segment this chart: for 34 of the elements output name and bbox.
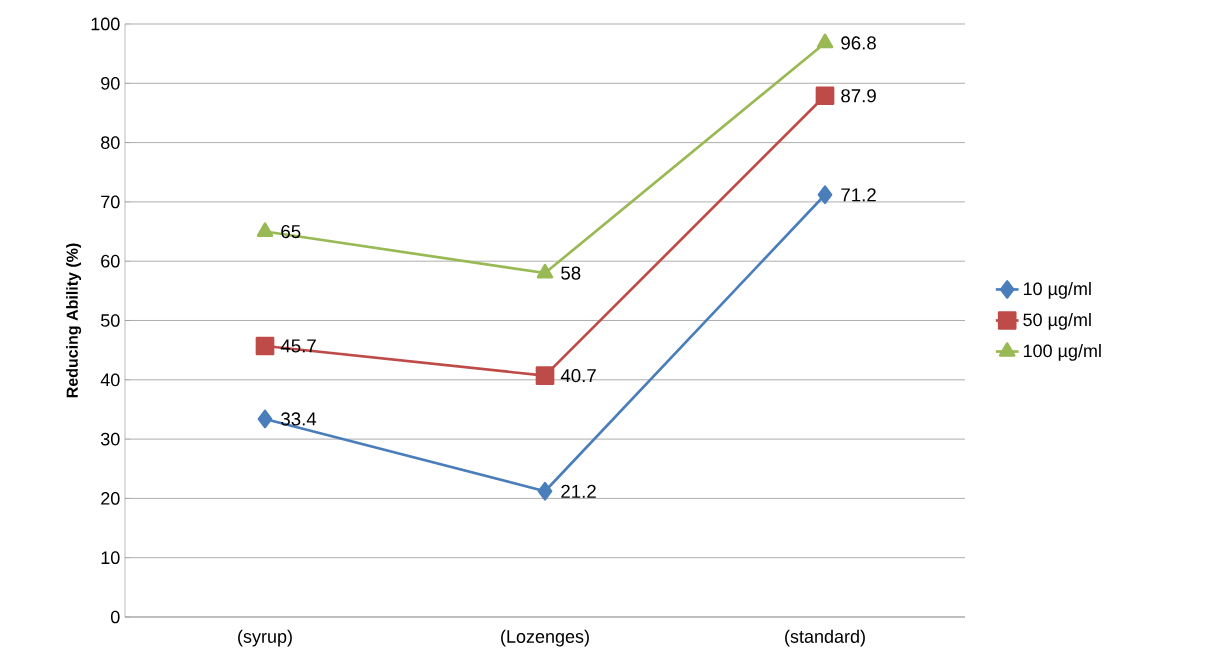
point bbox=[817, 185, 833, 205]
y-tick-label: 30 bbox=[100, 432, 120, 446]
data-label: 71.2 bbox=[841, 188, 876, 202]
y-tick-label: 20 bbox=[101, 492, 120, 505]
data-label: 33.4 bbox=[281, 412, 317, 426]
legend-label: 100 µg/ml bbox=[1023, 344, 1101, 361]
data-label: 40.7 bbox=[560, 369, 596, 383]
point bbox=[815, 86, 835, 106]
y-tick-label: 70 bbox=[101, 195, 120, 209]
x-tick-label: (syrup) bbox=[238, 629, 292, 647]
point bbox=[257, 409, 273, 429]
legend-label: 50 µg/ml bbox=[1023, 312, 1091, 330]
point bbox=[255, 336, 275, 356]
data-label: 21.2 bbox=[561, 484, 596, 498]
point bbox=[816, 33, 834, 49]
data-label: 96.8 bbox=[841, 36, 876, 50]
y-tick-label: 10 bbox=[101, 551, 120, 565]
y-tick-label: 0 bbox=[110, 610, 120, 624]
y-tick-label: 60 bbox=[101, 254, 120, 268]
y-tick-label: 80 bbox=[101, 136, 120, 149]
point bbox=[256, 222, 274, 237]
x-tick-label: (standard) bbox=[785, 629, 865, 647]
y-tick-label: 90 bbox=[101, 76, 120, 90]
x-tick-label: (Lozenges) bbox=[501, 629, 589, 647]
point bbox=[537, 481, 553, 501]
data-label: 58 bbox=[561, 266, 581, 280]
y-tick-label: 100 bbox=[91, 17, 120, 31]
point bbox=[536, 263, 554, 279]
legend-label: 10 µg/ml bbox=[1023, 281, 1091, 299]
data-label: 87.9 bbox=[841, 89, 876, 103]
point bbox=[535, 366, 555, 385]
y-tick-label: 50 bbox=[100, 314, 120, 327]
y-axis-title: Reducing Ability (%) bbox=[66, 243, 82, 398]
y-tick-label: 40 bbox=[100, 373, 120, 387]
